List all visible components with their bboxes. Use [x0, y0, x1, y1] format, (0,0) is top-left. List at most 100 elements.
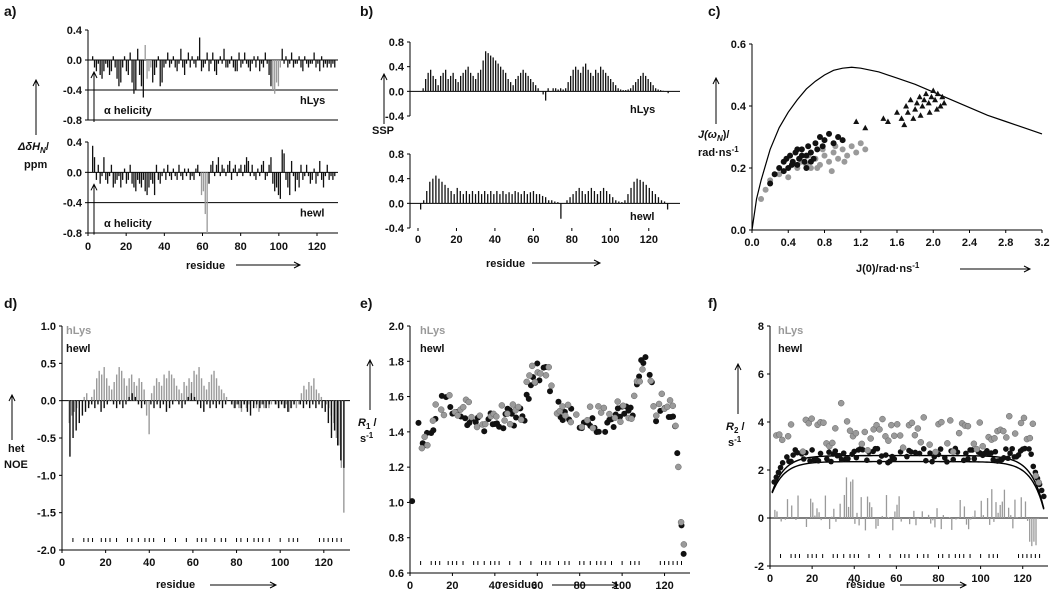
c-triangle-point — [880, 115, 887, 121]
b1-bar — [618, 201, 620, 204]
c-xlabel-arrow-head — [1023, 265, 1032, 273]
b0-bar — [652, 85, 654, 92]
a1-bar — [311, 172, 313, 180]
e-gray-point — [606, 410, 613, 418]
e-y-tick-label: 1.8 — [389, 356, 404, 368]
a1-bar — [274, 172, 276, 192]
a0-bar — [174, 60, 176, 68]
panel-label-d: d) — [4, 295, 17, 311]
f-gray-bar — [1026, 518, 1029, 521]
a0-bar — [118, 60, 120, 87]
f-black-point — [920, 446, 927, 452]
a0-bar — [120, 60, 122, 83]
a1-bar — [257, 168, 259, 173]
e-gray-point — [666, 397, 674, 404]
a1-bar — [275, 172, 278, 188]
d-black-bar — [165, 400, 168, 412]
a1-bar — [221, 164, 223, 173]
a0-bar — [150, 60, 152, 68]
b0-bar — [537, 88, 539, 92]
a1-bar — [142, 172, 144, 180]
b1-bar — [572, 194, 574, 204]
f-gray-bar — [917, 518, 919, 519]
c-triangle-point — [921, 96, 928, 103]
f-gray-point — [846, 427, 854, 434]
e-gray-point — [542, 372, 550, 379]
a1-bar — [208, 172, 210, 184]
a1-bar — [223, 168, 225, 173]
a0-bar — [242, 60, 244, 64]
d-black-bar — [302, 400, 305, 409]
e-gray-point — [614, 398, 621, 405]
a0-bar — [266, 60, 268, 64]
b1-bar — [420, 203, 422, 210]
b1-bar — [484, 191, 486, 204]
b1-bar — [541, 195, 544, 204]
d-x-tick-label: 20 — [100, 557, 112, 569]
b0-bar — [547, 88, 549, 92]
f-black-point — [807, 458, 813, 464]
a1-bar — [255, 172, 257, 180]
d-gray-bar — [198, 367, 200, 401]
b-x-tick-label: 40 — [489, 234, 501, 246]
b0-bar — [475, 79, 477, 92]
a1-bar — [120, 172, 122, 188]
f-gray-bar — [1037, 518, 1039, 520]
f-gray-point — [932, 448, 939, 456]
f-gray-bar — [949, 517, 951, 518]
b0-bar — [510, 82, 512, 92]
a0-bar — [206, 52, 208, 60]
a0-bar — [319, 60, 321, 72]
a1-bar — [178, 164, 180, 173]
d-black-bar — [299, 400, 302, 405]
b0-bar — [495, 60, 497, 92]
a-ylabel2: ppm — [24, 159, 47, 171]
f-gray-bar — [871, 507, 873, 518]
b0-bar — [640, 75, 642, 92]
panel-label-f: f) — [708, 295, 717, 311]
f-x-tick-label: 40 — [848, 573, 860, 585]
panel-label-a: a) — [4, 3, 16, 19]
a0-bar — [197, 56, 199, 60]
b1-bar — [545, 197, 547, 204]
d-black-bar — [150, 400, 152, 405]
c-y-tick-label: 0.4 — [731, 101, 747, 113]
c-gray-point — [844, 152, 851, 159]
a1-bar — [287, 172, 289, 188]
a1-bar — [187, 168, 190, 173]
d-black-bar — [193, 396, 196, 401]
d-black-bar — [277, 400, 280, 409]
f-black-point — [950, 456, 957, 463]
f-gray-point — [787, 421, 795, 428]
f-gray-point — [976, 419, 984, 426]
c-gray-point — [828, 168, 835, 175]
a1-bar — [161, 172, 163, 177]
c-triangle-point — [912, 106, 919, 112]
d-gray-bar — [73, 400, 75, 412]
f-gray-bar — [970, 518, 972, 520]
d-black-bar — [262, 400, 264, 405]
c-triangle-point — [932, 96, 939, 103]
d-black-bar — [72, 400, 74, 438]
b1-bar — [505, 194, 507, 204]
d-black-bar — [87, 400, 90, 409]
a0-bar — [127, 60, 129, 75]
c-black-point — [819, 143, 826, 150]
f-gray-point — [1000, 427, 1007, 435]
b1-bar — [459, 191, 461, 204]
f-gray-bar — [887, 517, 890, 518]
a1-bar — [172, 168, 175, 173]
a1-bar — [155, 164, 158, 173]
f-black-point — [969, 447, 975, 453]
e-gray-point — [482, 420, 489, 428]
a1-bar — [105, 172, 107, 180]
b1-bar — [581, 191, 583, 204]
d-black-bar — [153, 400, 155, 409]
f-black-point — [963, 450, 969, 457]
a1-bar — [326, 164, 328, 173]
c-triangle-point — [925, 99, 932, 106]
a1-bar — [317, 172, 319, 177]
d-gray-bar — [235, 400, 238, 405]
a0-bar — [140, 60, 143, 87]
f-gray-bar — [776, 511, 778, 518]
